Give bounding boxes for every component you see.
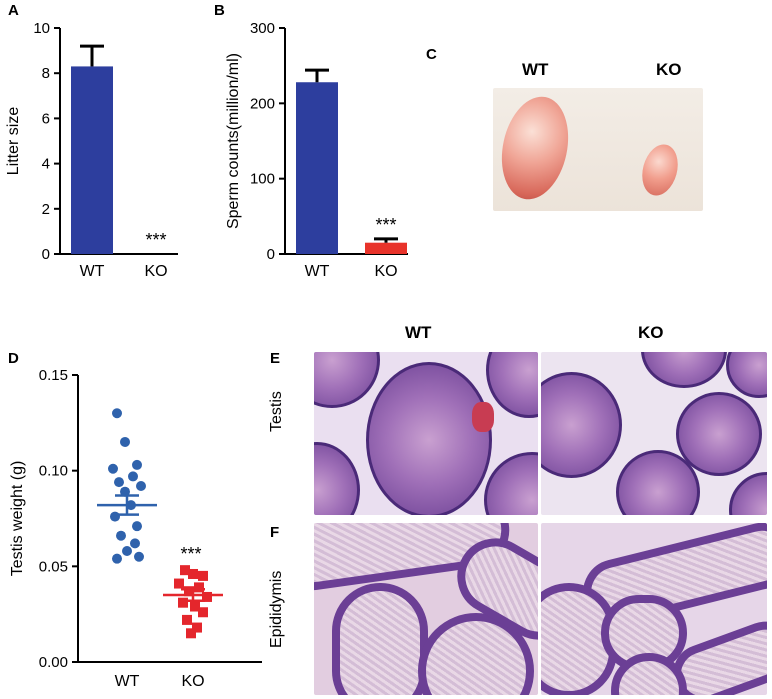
panel-d-y-tick-label: 0.15	[39, 367, 68, 384]
panel-a-y-tick-label: 0	[42, 246, 50, 263]
panel-a-y-tick-label: 2	[42, 201, 50, 218]
wt-testis-image	[493, 90, 578, 206]
panel-d-point-wt	[128, 471, 138, 482]
panel-d-point-ko	[194, 582, 204, 593]
panel-d-point-wt	[120, 486, 130, 497]
panel-d-point-ko	[198, 607, 208, 618]
photo-ko-label: KO	[656, 60, 682, 79]
panel-a-y-tick-label: 10	[33, 20, 50, 37]
panel-d-y-tick-label: 0.05	[39, 558, 68, 575]
panel-d-point-wt	[132, 459, 142, 470]
panel-label-f: F	[270, 524, 280, 541]
panel-a-x-tick-label: WT	[80, 263, 105, 280]
panel-label-c: C	[426, 46, 437, 63]
panel-d-y-tick-label: 0.00	[39, 654, 68, 671]
panel-d-point-ko	[188, 568, 198, 579]
panel-d-point-wt	[134, 551, 144, 562]
panel-d-point-wt	[110, 511, 120, 522]
panel-label-e: E	[270, 350, 281, 367]
panel-label-a: A	[8, 2, 19, 19]
panel-d-point-wt	[112, 408, 122, 419]
panel-d-point-wt	[130, 538, 140, 549]
panel-b-y-axis-label: Sperm counts(million/ml)	[225, 53, 242, 229]
panel-d-point-ko	[192, 622, 202, 633]
panel-d-point-ko	[184, 586, 194, 597]
panel-b-bar-wt	[296, 82, 338, 255]
panel-b-significance-label: ***	[375, 215, 396, 235]
panel-b-y-tick-label: 100	[250, 171, 275, 188]
panel-d-significance-label: ***	[180, 544, 201, 564]
panel-d-point-wt	[132, 521, 142, 532]
panel-d-point-ko	[178, 597, 188, 608]
panel-b-x-tick-label: WT	[305, 263, 330, 280]
panel-d-point-wt	[136, 480, 146, 491]
panel-d-point-wt	[112, 553, 122, 564]
panel-d-point-wt	[114, 477, 124, 488]
panel-d-point-ko	[190, 601, 200, 612]
panel-label-d: D	[8, 350, 19, 367]
panel-a-significance-label: ***	[145, 230, 166, 250]
panel-d-y-tick-label: 0.10	[39, 463, 68, 480]
panel-b-y-tick-label: 0	[267, 246, 275, 263]
ko-testis-image	[636, 140, 684, 200]
panel-b-bar-ko	[365, 242, 407, 254]
photo-wt-label: WT	[522, 60, 549, 79]
panel-b-x-tick-label: KO	[374, 263, 397, 280]
panel-d-point-wt	[116, 530, 126, 541]
panel-d-point-ko	[182, 614, 192, 625]
panel-d-point-ko	[174, 578, 184, 589]
histology-ko-header: KO	[638, 323, 664, 342]
panel-d-y-axis-label: Testis weight (g)	[9, 461, 26, 577]
panel-a-y-tick-label: 4	[42, 156, 50, 173]
vessel-icon	[472, 402, 494, 432]
panel-d-x-tick-label: KO	[181, 673, 204, 690]
panel-d-point-wt	[120, 436, 130, 447]
panel-a-x-tick-label: KO	[144, 263, 167, 280]
epididymis-ko-histology	[541, 523, 767, 695]
panel-a-bar-wt	[71, 66, 113, 254]
panel-a-y-axis-label: Litter size	[5, 107, 22, 176]
panel-d-point-wt	[108, 463, 118, 474]
panel-c-photo	[493, 88, 703, 211]
panel-label-b: B	[214, 2, 225, 19]
row-label-epididymis: Epididymis	[268, 570, 285, 648]
panel-b-y-tick-label: 300	[250, 20, 275, 37]
panel-d-point-ko	[202, 591, 212, 602]
panel-a-y-tick-label: 8	[42, 65, 50, 82]
panel-d-point-wt	[122, 546, 132, 557]
panel-d-point-ko	[186, 628, 196, 639]
panel-d-point-ko	[180, 565, 190, 576]
epididymis-wt-histology	[314, 523, 538, 695]
panel-b-y-tick-label: 200	[250, 95, 275, 112]
panel-d-point-ko	[198, 570, 208, 581]
panel-a-y-tick-label: 6	[42, 110, 50, 127]
testis-wt-histology	[314, 352, 538, 515]
panel-d-x-tick-label: WT	[115, 673, 140, 690]
row-label-testis: Testis	[268, 391, 285, 432]
testis-ko-histology	[541, 352, 767, 515]
histology-wt-header: WT	[405, 323, 432, 342]
